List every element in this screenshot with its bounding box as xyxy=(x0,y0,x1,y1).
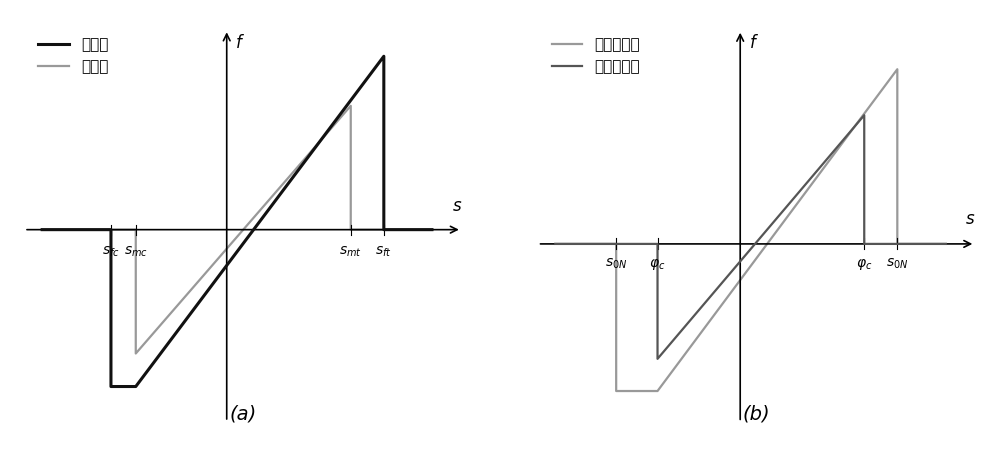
Text: s: s xyxy=(453,197,461,215)
Text: f: f xyxy=(236,33,242,52)
Text: $s_{ft}$: $s_{ft}$ xyxy=(375,244,392,259)
Text: (b): (b) xyxy=(743,405,771,424)
Text: (a): (a) xyxy=(230,405,257,424)
Legend: 层间法向键, 层间剪切键: 层间法向键, 层间剪切键 xyxy=(546,31,646,81)
Text: $s_{mc}$: $s_{mc}$ xyxy=(124,244,148,259)
Text: $s_{mt}$: $s_{mt}$ xyxy=(339,244,362,259)
Text: s: s xyxy=(966,211,975,228)
Text: $\varphi_c$: $\varphi_c$ xyxy=(649,257,666,272)
Legend: 纤维键, 基体键: 纤维键, 基体键 xyxy=(32,31,114,81)
Text: $s_{0N}$: $s_{0N}$ xyxy=(886,257,909,271)
Text: $s_{0N}$: $s_{0N}$ xyxy=(605,257,627,271)
Text: $s_{fc}$: $s_{fc}$ xyxy=(102,244,120,259)
Text: $\varphi_c$: $\varphi_c$ xyxy=(856,257,872,272)
Text: f: f xyxy=(750,34,756,52)
